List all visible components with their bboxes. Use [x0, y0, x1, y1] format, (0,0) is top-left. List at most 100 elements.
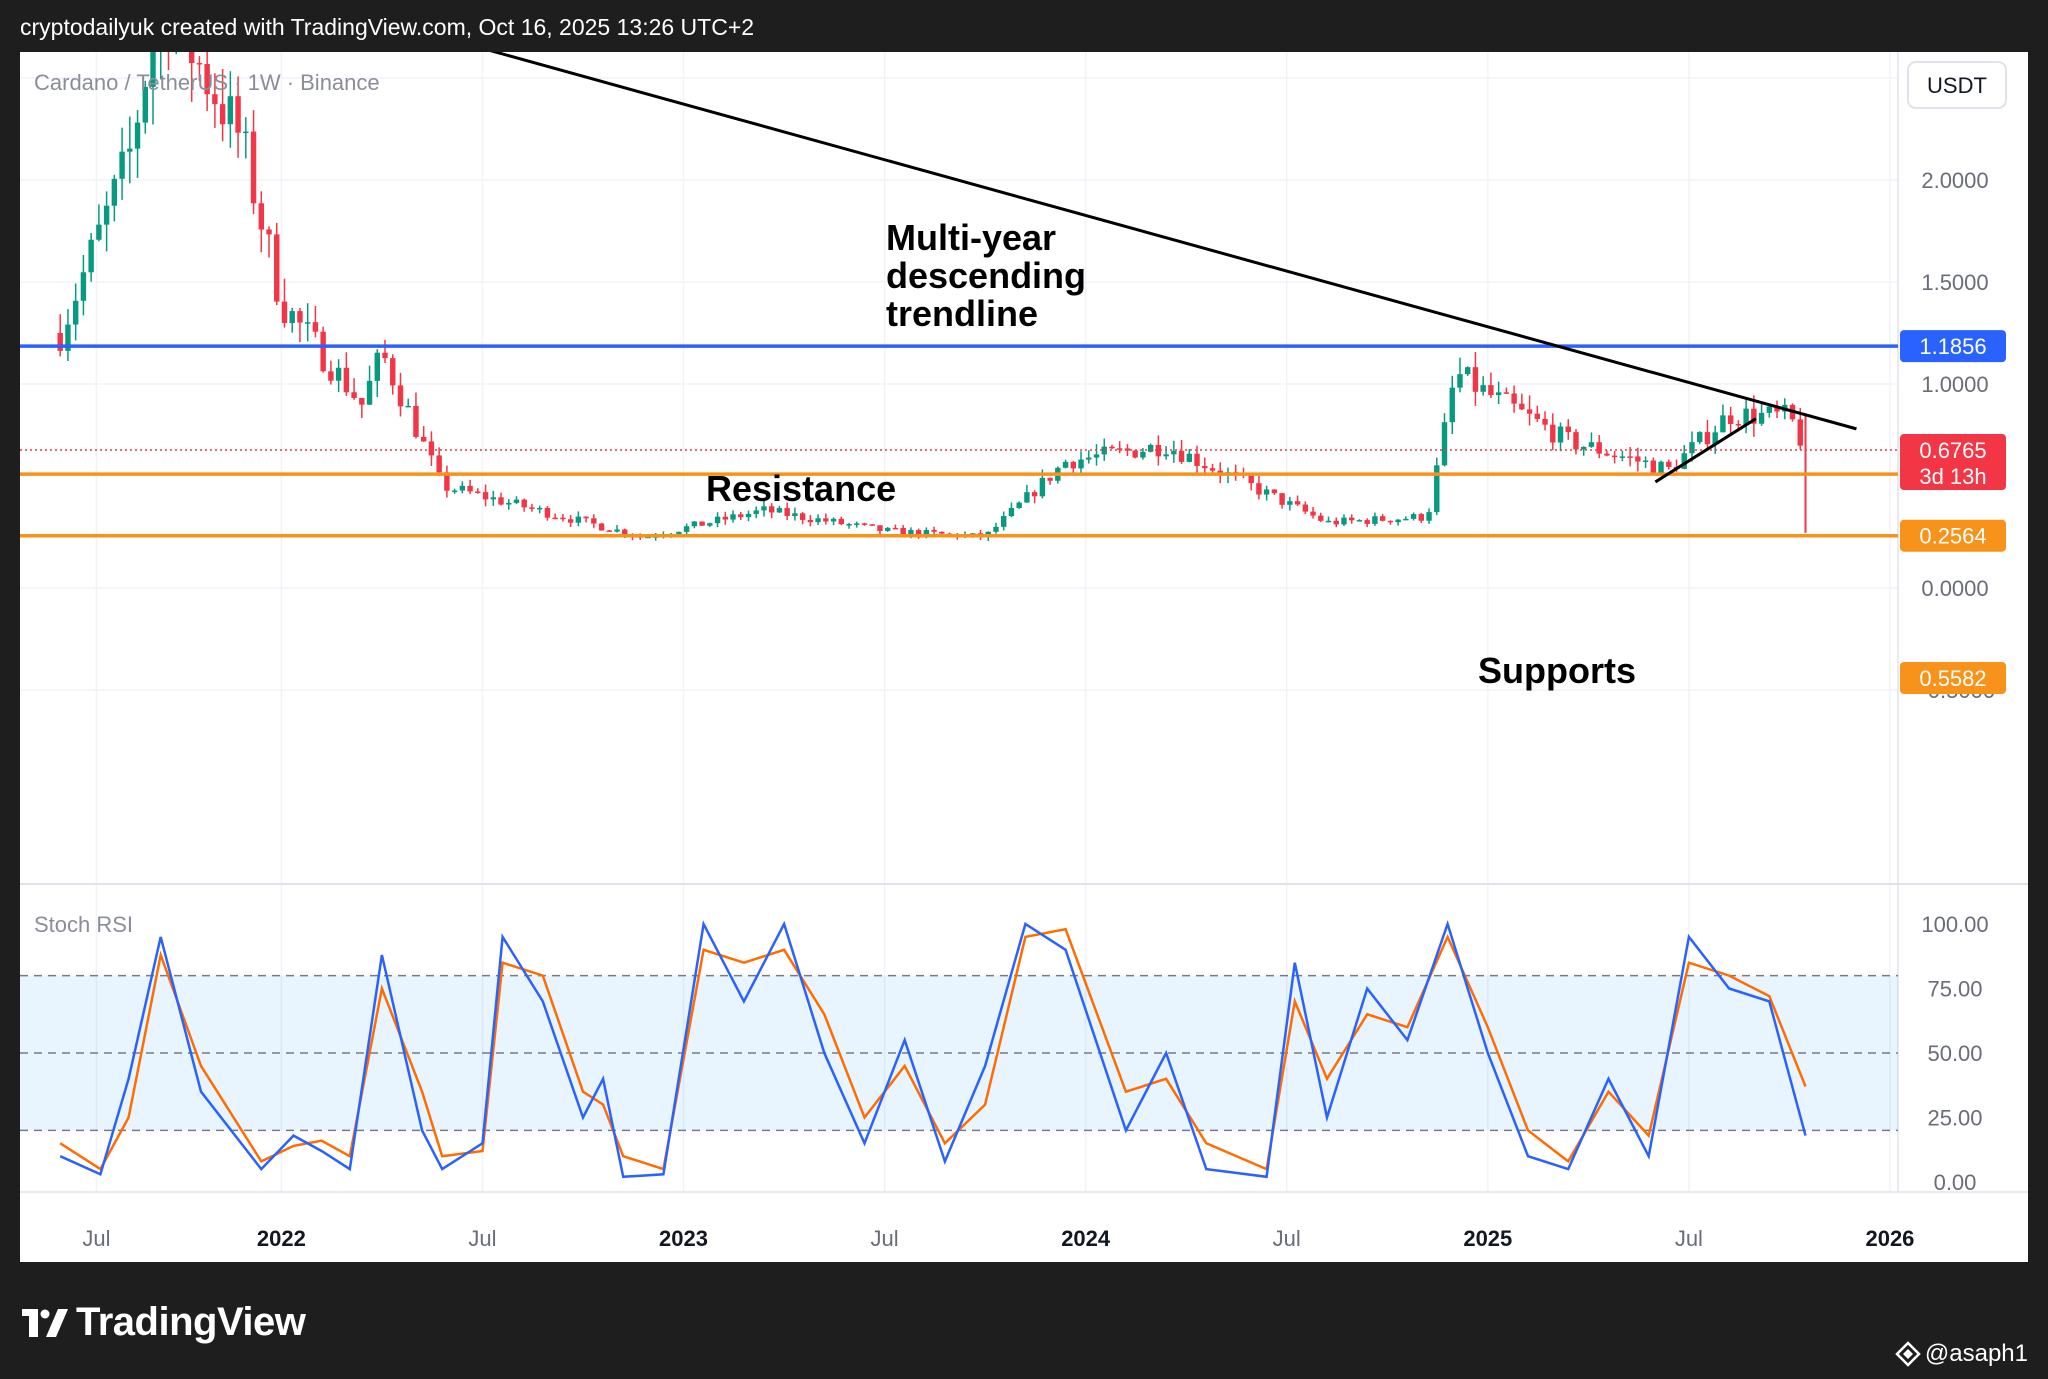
candle-body — [846, 524, 852, 526]
candle-body — [722, 516, 729, 520]
candle-body — [923, 529, 930, 536]
stoch-rsi-label: Stoch RSI — [34, 912, 133, 937]
candle-body — [761, 506, 767, 511]
stoch-tick-label: 25.00 — [1927, 1106, 1982, 1131]
candle-body — [397, 385, 404, 407]
price-badge — [1900, 433, 2006, 490]
candle-body — [1155, 444, 1162, 457]
candle-body — [1124, 448, 1131, 451]
candle-body — [521, 499, 527, 508]
candle-body — [583, 516, 589, 519]
horizontal-levels — [20, 344, 1898, 538]
candle-body — [1016, 502, 1022, 509]
candle-body — [1720, 415, 1726, 433]
candle-body — [1279, 493, 1285, 505]
candle-body — [1202, 465, 1208, 469]
candle-body — [900, 528, 906, 536]
candle-body — [1658, 461, 1664, 473]
candle-body — [1542, 418, 1548, 425]
candle-body — [1101, 446, 1107, 455]
candle-body — [1093, 454, 1100, 458]
candle-body — [1387, 520, 1394, 523]
candle-body — [1457, 374, 1463, 388]
candle-body — [1635, 456, 1641, 462]
candle-body — [127, 148, 133, 152]
candle-body — [1465, 367, 1471, 375]
candle-body — [1441, 422, 1448, 466]
candle-body — [614, 529, 620, 532]
candle-body — [1565, 426, 1571, 433]
time-tick-label: 2024 — [1061, 1226, 1111, 1251]
candle-body — [738, 514, 744, 518]
candle-body — [328, 371, 334, 381]
chart-credit-header: cryptodailyuk created with TradingView.c… — [20, 14, 755, 40]
candle-body — [869, 524, 875, 526]
trendlines — [489, 52, 1857, 484]
candle-body — [1116, 448, 1123, 450]
candle-body — [103, 205, 110, 225]
candle-body — [227, 96, 234, 125]
candle-body — [1364, 520, 1370, 524]
candle-body — [382, 352, 388, 359]
candle-body — [1418, 514, 1425, 521]
candle-body — [1410, 514, 1417, 519]
price-badge-value: 0.2564 — [1919, 524, 1986, 549]
candle-body — [1395, 519, 1401, 523]
candle-body — [1581, 446, 1587, 450]
candle-body — [560, 517, 566, 520]
candle-body — [1766, 406, 1773, 413]
candle-body — [235, 96, 241, 133]
chart-title: Cardano / TetherUS · 1W · Binance — [34, 70, 380, 95]
candle-body — [544, 507, 551, 518]
candle-body — [1039, 477, 1046, 497]
candle-body — [335, 367, 342, 381]
trendline-annotation: trendline — [886, 293, 1038, 334]
price-badge-value: 0.6765 — [1919, 438, 1986, 463]
candle-body — [1743, 408, 1749, 425]
chart-svg[interactable]: 3.00002.50002.00001.50001.00000.0000−0.5… — [20, 52, 2028, 1262]
candle-body — [1318, 515, 1324, 521]
price-badge — [1900, 662, 2006, 694]
candle-body — [1588, 442, 1595, 447]
candle-body — [1774, 406, 1780, 412]
candle-body — [1186, 453, 1193, 462]
candle-body — [645, 536, 651, 539]
candle-body — [1704, 432, 1711, 445]
candle-body — [1132, 450, 1138, 458]
candle-body — [1495, 392, 1502, 396]
time-tick-label: Jul — [1675, 1226, 1703, 1251]
stoch-k-line — [59, 919, 1807, 1179]
candle-body — [72, 300, 79, 325]
candle-body — [1310, 511, 1316, 516]
chart-panel[interactable]: 3.00002.50002.00001.50001.00000.0000−0.5… — [20, 52, 2028, 1262]
candle-body — [57, 333, 63, 351]
candle-body — [676, 531, 682, 534]
candle-body — [877, 525, 883, 531]
candle-body — [838, 518, 845, 525]
candle-body — [1712, 432, 1718, 445]
trendline — [489, 52, 1857, 431]
candle-body — [196, 63, 203, 65]
candle-body — [606, 530, 612, 532]
price-tick-label: 1.0000 — [1921, 372, 1988, 397]
candle-body — [1758, 412, 1765, 424]
candle-body — [1147, 444, 1154, 452]
candle-body — [1434, 465, 1440, 513]
stoch-tick-label: 0.00 — [1934, 1170, 1977, 1195]
candle-body — [498, 497, 504, 505]
candle-body — [884, 527, 891, 531]
time-tick-label: 2023 — [659, 1226, 708, 1251]
candle-body — [188, 52, 195, 64]
tradingview-logo-icon — [22, 1308, 68, 1337]
candle-body — [1372, 516, 1378, 524]
candle-body — [1341, 517, 1347, 525]
candle-body — [475, 491, 481, 493]
candle-body — [1047, 477, 1053, 481]
candle-body — [691, 521, 698, 527]
candle-body — [591, 518, 597, 524]
candle-body — [1070, 461, 1077, 469]
candle-body — [799, 513, 806, 520]
candle-body — [1024, 492, 1030, 503]
candle-body — [134, 122, 141, 149]
candle-body — [1302, 504, 1309, 512]
